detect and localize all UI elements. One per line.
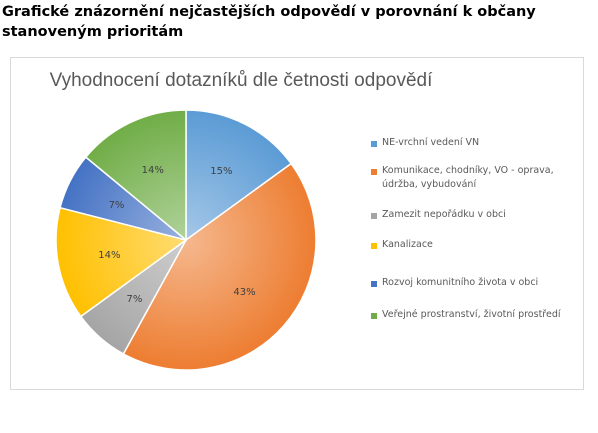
slice-data-label: 7% (109, 200, 125, 211)
legend-swatch (371, 141, 377, 147)
chart-title: Vyhodnocení dotazníků dle četnosti odpov… (49, 70, 433, 91)
legend-label: Komunikace, chodníky, VO - oprava, údržb… (382, 165, 554, 190)
slice-data-label: 14% (142, 165, 164, 176)
chart-area: Vyhodnocení dotazníků dle četnosti odpov… (10, 57, 584, 390)
pie-slice (84, 109, 187, 242)
slice-data-label: 7% (126, 294, 142, 305)
slice-data-label: 15% (210, 166, 232, 177)
legend-item: Zamezit nepořádku v obci (371, 208, 572, 222)
legend-label: Rozvoj komunitního života v obci (382, 277, 539, 288)
legend-item: Veřejné prostranství, životní prostředí (371, 308, 572, 322)
legend-item: NE-vrchní vedení VN (371, 136, 572, 150)
slice-data-label: 14% (98, 250, 120, 261)
legend-swatch (371, 243, 377, 249)
legend-label: Zamezit nepořádku v obci (382, 209, 506, 220)
legend-label: Kanalizace (382, 239, 433, 250)
legend-label: NE-vrchní vedení VN (382, 137, 480, 148)
legend-item: Komunikace, chodníky, VO - oprava, údržb… (371, 164, 572, 192)
legend-swatch (371, 281, 377, 287)
pie-slice (185, 109, 293, 242)
legend-item: Kanalizace (371, 238, 572, 252)
pie-slice (122, 162, 317, 371)
pie-chart: 15% 43% 7% 14% 7% 14% (55, 109, 317, 371)
legend-item: Rozvoj komunitního života v obci (371, 276, 572, 290)
legend-swatch (371, 169, 377, 175)
pie-slice (55, 206, 188, 318)
legend-swatch (371, 313, 377, 319)
slice-data-label: 43% (233, 287, 255, 298)
legend-swatch (371, 213, 377, 219)
legend-label: Veřejné prostranství, životní prostředí (382, 309, 561, 320)
page-heading: Grafické znázornění nejčastějších odpově… (2, 4, 536, 40)
